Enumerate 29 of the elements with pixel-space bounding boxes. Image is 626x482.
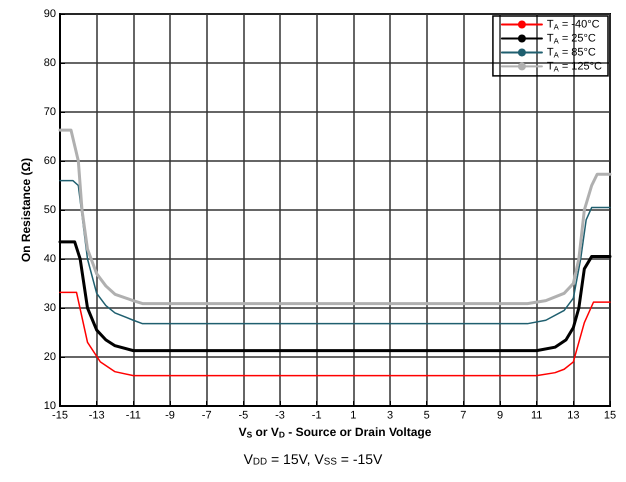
x-tick-label: -3 xyxy=(275,410,285,422)
x-tick-label: 3 xyxy=(386,410,394,422)
line-series xyxy=(58,128,612,306)
x-tick-label: 13 xyxy=(567,410,580,422)
x-tick-label: 5 xyxy=(424,410,430,422)
y-tick-label: 40 xyxy=(44,253,56,265)
x-tick-label: -5 xyxy=(238,410,248,422)
y-tick-label: 20 xyxy=(44,351,56,363)
y-tick-label: 30 xyxy=(44,302,56,314)
x-tick-label: 7 xyxy=(460,410,466,422)
x-tick-label: 15 xyxy=(604,410,616,422)
x-tick-label: -11 xyxy=(126,410,141,422)
x-tick-label: -1 xyxy=(312,410,322,422)
x-tick-label: -7 xyxy=(202,410,212,422)
y-axis-title: On Resistance (Ω) xyxy=(19,158,33,262)
y-tick-label: 50 xyxy=(44,204,56,216)
y-tick-label: 90 xyxy=(44,8,56,20)
y-tick-label: 60 xyxy=(44,155,56,167)
x-tick-label: -13 xyxy=(88,410,105,422)
x-tick-label: -9 xyxy=(165,410,175,422)
y-tick-label: 10 xyxy=(44,400,56,412)
x-tick-label: 1 xyxy=(350,410,356,422)
x-tick-label: 9 xyxy=(496,410,504,422)
y-tick-label: 70 xyxy=(44,106,56,118)
line-series xyxy=(59,292,611,376)
y-tick-label: 80 xyxy=(44,57,56,69)
line-series xyxy=(59,180,611,324)
x-tick-label: 11 xyxy=(530,410,542,422)
x-tick-label: -15 xyxy=(52,410,68,422)
